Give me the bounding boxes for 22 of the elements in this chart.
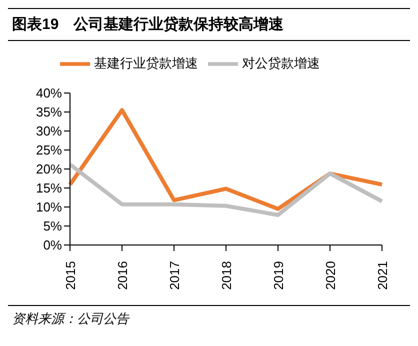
x-tick-label: 2018	[219, 261, 234, 290]
y-tick-label: 35%	[36, 104, 62, 120]
legend-label: 基建行业贷款增速	[94, 55, 198, 70]
x-tick-label: 2019	[271, 261, 286, 290]
legend-label: 对公贷款增速	[242, 55, 320, 70]
y-tick-label: 30%	[36, 124, 62, 139]
y-tick-label: 10%	[36, 200, 62, 215]
x-tick-label: 2020	[323, 261, 338, 290]
text: 资料来源：公司公告	[12, 310, 131, 328]
y-tick-label: 40%	[36, 86, 62, 101]
x-tick-label: 2015	[63, 261, 78, 290]
y-tick-label: 15%	[36, 180, 62, 196]
line-series	[68, 108, 384, 211]
x-tick-label: 2021	[375, 261, 390, 290]
y-tick-label: 0%	[43, 238, 62, 253]
x-tick-label: 2017	[167, 261, 182, 290]
y-tick-label: 5%	[43, 218, 62, 234]
line-series	[68, 162, 384, 217]
x-tick-label: 2016	[115, 261, 130, 290]
chart-title: 图表19 公司基建行业贷款保持较高增速	[8, 8, 410, 41]
y-tick-label: 20%	[36, 162, 62, 177]
y-tick-label: 25%	[36, 142, 62, 158]
